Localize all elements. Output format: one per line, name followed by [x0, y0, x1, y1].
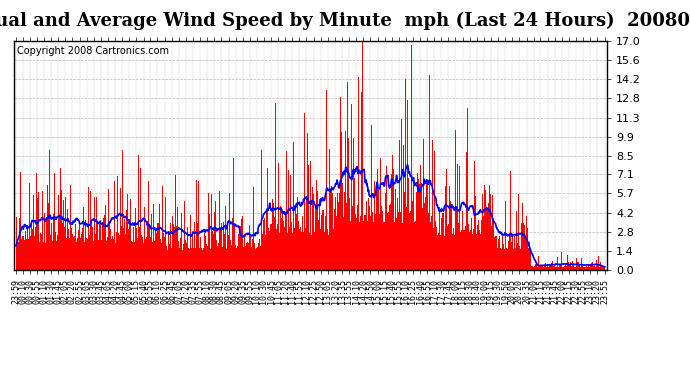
- Text: Actual and Average Wind Speed by Minute  mph (Last 24 Hours)  20080917: Actual and Average Wind Speed by Minute …: [0, 11, 690, 30]
- Text: Copyright 2008 Cartronics.com: Copyright 2008 Cartronics.com: [17, 46, 169, 56]
